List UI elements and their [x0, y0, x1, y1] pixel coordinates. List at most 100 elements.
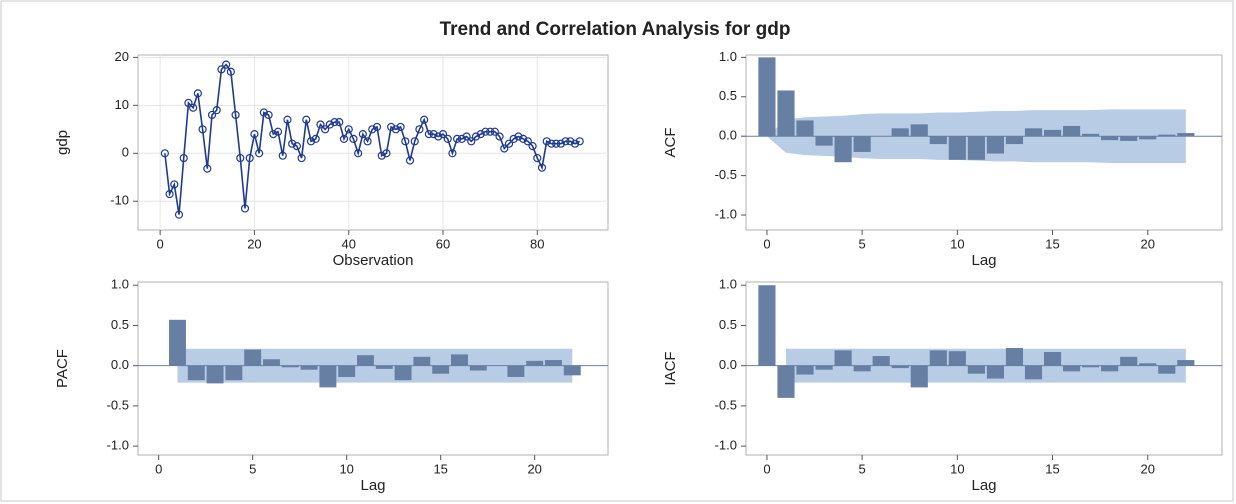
data-point [476, 130, 485, 139]
data-point [443, 134, 452, 144]
bar [319, 365, 337, 388]
data-point [509, 134, 518, 144]
data-point [311, 134, 320, 144]
x-tick-label: 15 [1045, 236, 1059, 251]
data-point [401, 137, 410, 146]
data-point [302, 115, 311, 124]
data-point [415, 125, 424, 134]
data-point [283, 115, 292, 124]
data-point [212, 106, 221, 115]
data-point [387, 122, 396, 132]
bar [1101, 136, 1119, 141]
x-tick-label: 15 [433, 461, 447, 476]
y-tick-label: -1.0 [107, 438, 129, 453]
bar [263, 359, 280, 366]
bar [1024, 365, 1043, 380]
data-point [217, 65, 226, 74]
data-point [264, 110, 273, 120]
bar [929, 350, 947, 366]
y-axis-label: gdp [54, 130, 71, 155]
bar [967, 136, 985, 160]
data-point [434, 132, 443, 141]
data-point [269, 130, 278, 139]
y-tick-label: 0.0 [719, 128, 737, 143]
bar [1158, 134, 1176, 137]
data-point [519, 134, 528, 144]
data-point [514, 132, 523, 141]
data-point [226, 67, 235, 76]
x-tick-label: 5 [859, 461, 866, 476]
bar [1063, 365, 1081, 372]
data-point [396, 122, 405, 132]
data-point [325, 120, 334, 129]
bar [910, 365, 928, 388]
data-point [495, 132, 504, 141]
data-point [368, 125, 377, 134]
data-point [448, 149, 457, 158]
data-point [179, 153, 188, 163]
data-point [288, 139, 297, 148]
data-point [537, 163, 547, 172]
data-point [410, 137, 419, 146]
x-axis-label: Lag [971, 252, 996, 269]
x-tick-label: 10 [950, 461, 964, 476]
bar [225, 365, 243, 381]
data-point [184, 98, 193, 108]
data-point [344, 125, 353, 134]
data-point [259, 108, 268, 117]
data-point [165, 189, 174, 199]
data-point [542, 137, 551, 146]
data-point [330, 118, 339, 127]
bar [545, 360, 562, 366]
bar [357, 355, 374, 366]
bar [796, 120, 814, 137]
x-tick-label: 20 [1141, 236, 1155, 251]
data-point [424, 130, 433, 139]
bar [834, 136, 852, 163]
bar [1043, 352, 1062, 366]
data-point [245, 153, 254, 163]
bar [929, 136, 947, 145]
bar [169, 319, 186, 366]
data-point [297, 153, 306, 163]
data-point [203, 164, 212, 173]
bar [413, 356, 431, 366]
x-tick-label: 0 [763, 461, 770, 476]
bar [986, 136, 1004, 154]
figure-title: Trend and Correlation Analysis for gdp [440, 19, 791, 40]
data-point [198, 125, 207, 134]
bar [1177, 133, 1195, 137]
bar [1177, 360, 1195, 366]
data-point [339, 134, 349, 144]
y-tick-label: 0.5 [111, 317, 129, 332]
x-axis-label: Observation [333, 252, 414, 269]
bar [948, 351, 966, 366]
bar [891, 128, 909, 137]
data-point [382, 149, 391, 158]
x-tick-label: 10 [339, 461, 353, 476]
data-line [164, 63, 581, 215]
bar [1063, 125, 1081, 137]
y-axis-label: PACF [54, 349, 71, 388]
data-point [490, 127, 499, 136]
y-axis-label: ACF [662, 128, 679, 158]
data-point [566, 137, 575, 146]
data-point [486, 127, 495, 136]
x-tick-label: 5 [859, 236, 866, 251]
y-tick-label: -0.5 [715, 167, 737, 182]
bar [1120, 356, 1138, 366]
bar [451, 354, 468, 366]
x-tick-label: 40 [341, 236, 355, 251]
y-tick-label: -0.5 [715, 397, 737, 412]
x-tick-label: 15 [1045, 461, 1059, 476]
bar [853, 365, 871, 372]
data-point [273, 127, 283, 136]
data-point [429, 130, 438, 139]
bar [777, 90, 795, 137]
y-tick-label: 0.0 [719, 357, 737, 372]
x-tick-label: 60 [436, 236, 450, 251]
data-point [170, 180, 179, 189]
y-tick-label: -1.0 [715, 206, 737, 221]
data-point [321, 125, 330, 134]
bar [815, 136, 833, 146]
